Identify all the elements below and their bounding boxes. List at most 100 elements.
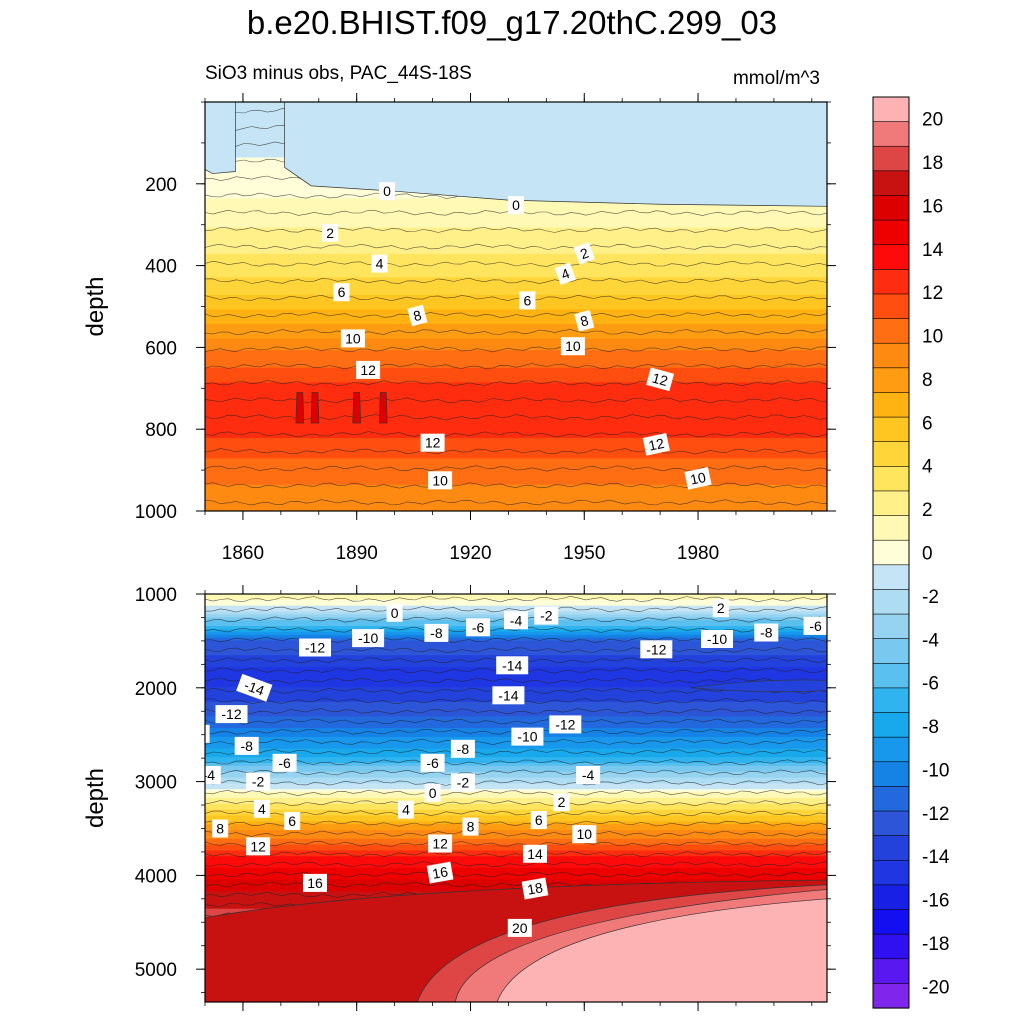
contour-band — [205, 280, 827, 284]
contour-label: 16 — [426, 861, 454, 884]
x-tick-label: 1860 — [222, 543, 264, 564]
colorbar-swatch — [872, 983, 910, 1009]
y-tick-label: 2000 — [135, 679, 177, 700]
colorbar-swatch — [872, 613, 910, 640]
contour-label-box — [642, 433, 670, 456]
contour-label-box — [246, 837, 271, 856]
min-region — [690, 679, 827, 692]
contour-label-text: 0 — [391, 605, 399, 621]
contour-band — [205, 754, 827, 758]
contour-band — [205, 274, 827, 278]
contour-line — [205, 431, 827, 438]
contour-band — [205, 783, 827, 787]
contour-band — [205, 798, 827, 802]
contour-band — [205, 847, 827, 852]
contour-label-box — [215, 705, 248, 724]
contour-band — [205, 218, 827, 223]
contour-label: -2 — [534, 606, 559, 625]
contour-label-text: 6 — [288, 813, 296, 829]
contour-label-text: 0 — [383, 183, 391, 199]
colorbar-swatch — [872, 96, 910, 123]
contour-label-text: -6 — [278, 755, 291, 771]
contour-line — [205, 414, 827, 421]
contour-label-text: 12 — [425, 435, 441, 451]
contour-label: 2 — [322, 223, 339, 242]
contour-band — [205, 332, 827, 337]
contour-band — [205, 215, 827, 220]
contour-label: 14 — [523, 844, 547, 863]
contour-band — [205, 388, 827, 392]
contour-band — [205, 757, 827, 761]
contour-label: 0 — [386, 603, 403, 622]
colorbar-swatch — [872, 121, 910, 147]
contour-label-box — [508, 196, 524, 215]
contour-band — [205, 725, 827, 729]
colorbar-swatch — [872, 170, 910, 197]
colorbar-swatch — [872, 269, 910, 295]
plot-frame — [204, 593, 828, 1003]
contour-label-text: 6 — [338, 284, 346, 300]
contour-band — [205, 722, 827, 726]
contour-band — [205, 710, 827, 715]
contour-label-text: -14 — [242, 677, 267, 699]
contour-band — [205, 262, 827, 267]
x-tick-label: 1890 — [336, 543, 378, 564]
contour-label-box — [646, 367, 675, 392]
contour-band — [205, 437, 827, 442]
contour-band — [205, 508, 827, 511]
contour-label: -4 — [504, 611, 528, 630]
contour-band — [205, 338, 827, 343]
contour-label: -10 — [352, 629, 385, 648]
contour-band — [205, 821, 827, 825]
contour-band — [205, 841, 827, 846]
contour-line — [205, 595, 827, 603]
contour-label: -6 — [803, 616, 827, 635]
contour-label-box — [236, 673, 273, 702]
y-tick-label: 400 — [145, 257, 177, 278]
contour-band — [205, 227, 827, 232]
max-region — [295, 392, 305, 424]
contour-band — [205, 417, 827, 422]
contour-label-box — [398, 800, 414, 819]
contour-label-box — [379, 182, 395, 201]
contour-band — [205, 602, 827, 607]
contour-label: 6 — [284, 812, 301, 830]
contour-label-box — [549, 715, 582, 734]
colorbar-tick-label: 6 — [922, 413, 933, 434]
colorbar-swatch — [872, 416, 910, 443]
contour-label-text: -10 — [358, 630, 378, 646]
contour-label-box — [712, 599, 729, 618]
contour-label-box — [424, 623, 449, 642]
contour-label-text: -10 — [183, 726, 203, 742]
contour-label: -8 — [450, 739, 475, 758]
colorbar-swatch — [872, 736, 910, 763]
contour-band — [205, 356, 827, 360]
y-tick-label: 800 — [145, 420, 177, 441]
contour-band — [205, 844, 827, 849]
colorbar-tick-label: 4 — [922, 457, 933, 478]
contour-band — [205, 806, 827, 811]
contour-label-box — [803, 616, 827, 635]
contour-label-text: 10 — [577, 826, 593, 842]
chart-subtitle: SiO3 minus obs, PAC_44S-18S — [205, 63, 472, 84]
contour-band — [205, 405, 827, 410]
colorbar-swatch — [872, 490, 910, 517]
contour-label: 0 — [424, 783, 441, 802]
contour-band — [205, 449, 827, 454]
contour-label-text: -4 — [203, 767, 216, 783]
contour-label: 8 — [462, 817, 479, 836]
negative-region — [205, 102, 827, 207]
contour-line — [205, 759, 827, 766]
max-region — [310, 392, 320, 424]
contour-label-box — [428, 471, 453, 490]
contour-line — [205, 718, 827, 725]
contour-line — [205, 800, 827, 807]
colorbar-swatch — [872, 589, 910, 615]
colorbar-swatch — [872, 392, 910, 418]
contour-label: -12 — [215, 705, 248, 724]
x-tick-label: 1950 — [563, 543, 605, 564]
contour-label-text: -8 — [760, 625, 773, 641]
contour-label-text: 10 — [345, 330, 361, 346]
contour-label-text: 2 — [326, 225, 334, 241]
contour-line — [205, 830, 827, 837]
